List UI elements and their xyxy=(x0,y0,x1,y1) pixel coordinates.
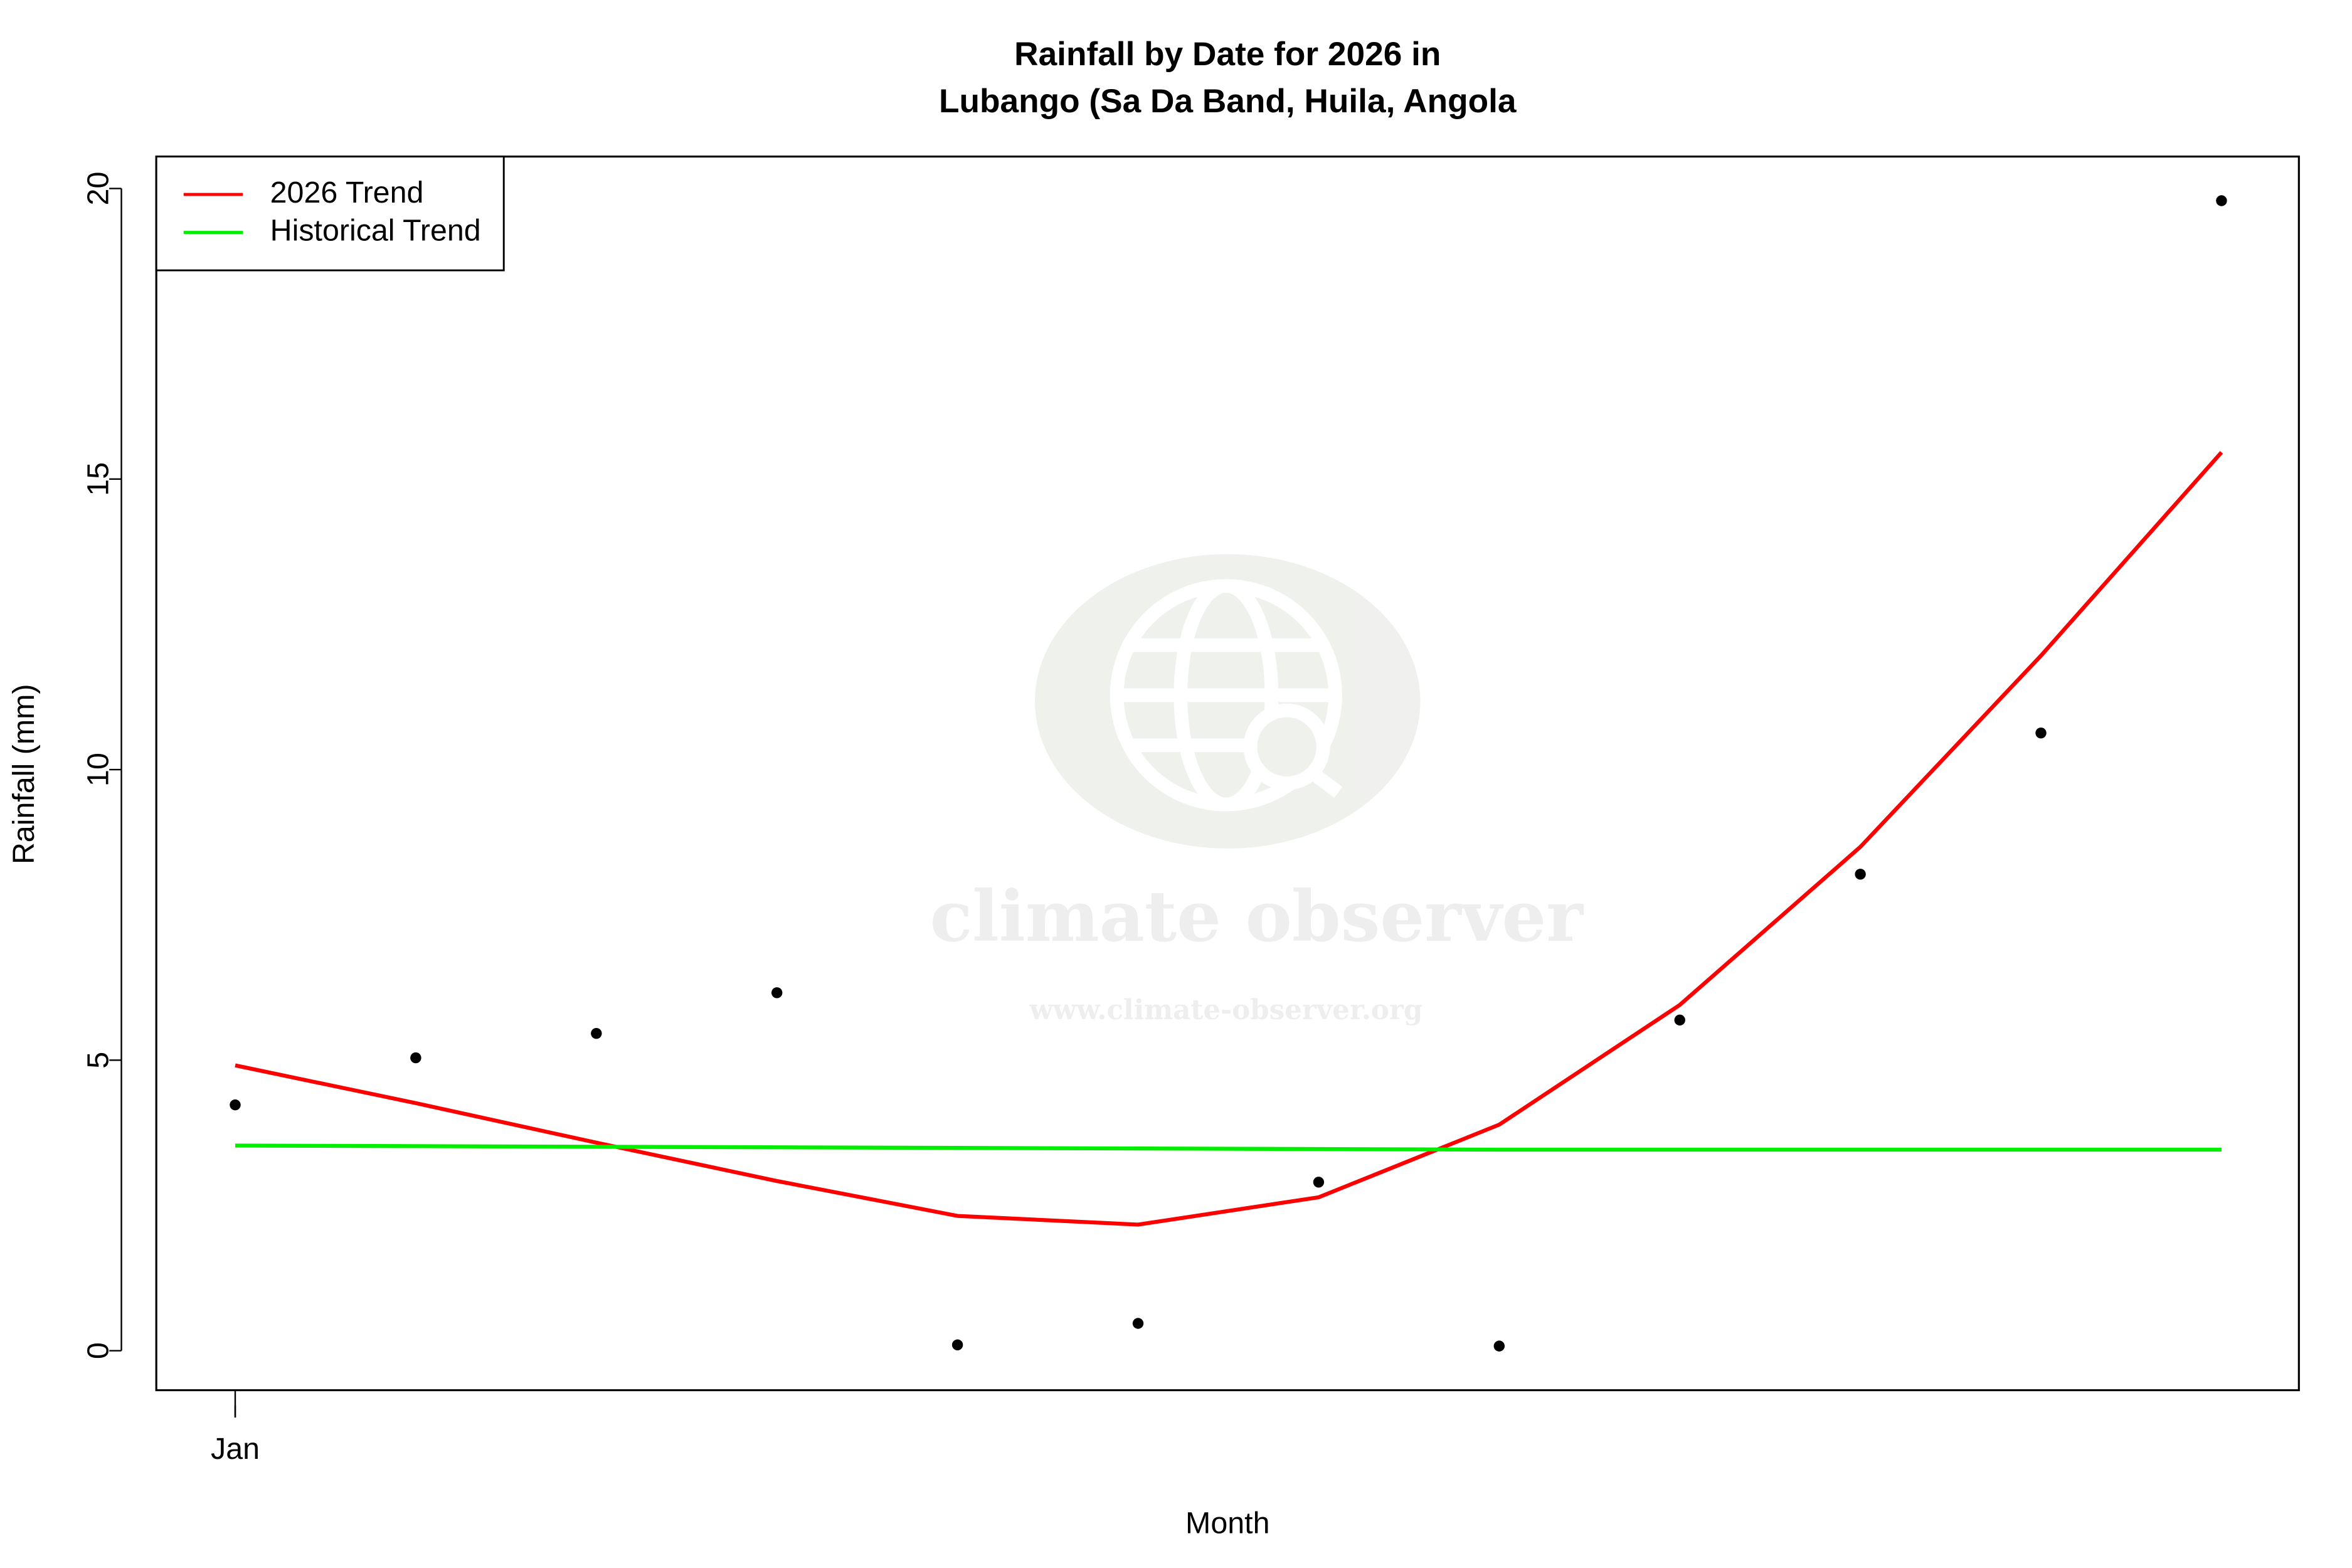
trend-line xyxy=(235,451,2223,1227)
x-tick-label: Jan xyxy=(211,1432,260,1466)
trend-line xyxy=(235,1143,2222,1152)
y-tick-label: 5 xyxy=(81,1052,115,1069)
x-axis-label: Month xyxy=(1185,1507,1269,1540)
legend-label: Historical Trend xyxy=(270,213,481,247)
plot-frame xyxy=(155,156,2300,1392)
y-tick-label: 15 xyxy=(81,462,115,496)
data-point xyxy=(1855,869,1866,880)
data-point xyxy=(951,1339,963,1350)
watermark-url: www.climate-observer.org xyxy=(1029,994,1422,1026)
y-tick-label: 0 xyxy=(81,1342,115,1359)
legend-label: 2026 Trend xyxy=(270,176,424,209)
legend-box xyxy=(155,156,505,272)
data-point xyxy=(230,1099,241,1111)
data-point xyxy=(1313,1177,1325,1188)
data-point xyxy=(1674,1014,1685,1026)
watermark-icon xyxy=(1110,579,1343,812)
watermark: climate observer www.climate-observer.or… xyxy=(930,554,1584,1026)
data-point xyxy=(591,1027,602,1039)
data-point xyxy=(2035,727,2047,739)
data-point xyxy=(2216,195,2227,206)
y-tick-label: 20 xyxy=(81,172,115,206)
data-point xyxy=(1132,1318,1144,1329)
y-axis-label: Rainfall (mm) xyxy=(7,684,41,864)
y-tick-label: 10 xyxy=(81,753,115,787)
data-point xyxy=(771,987,783,999)
data-point xyxy=(1493,1340,1505,1352)
data-point xyxy=(410,1052,421,1064)
chart-title: Rainfall by Date for 2026 in xyxy=(1014,36,1441,73)
chart-title: Lubango (Sa Da Band, Huila, Angola xyxy=(939,83,1517,120)
watermark-name: climate observer xyxy=(930,876,1584,958)
